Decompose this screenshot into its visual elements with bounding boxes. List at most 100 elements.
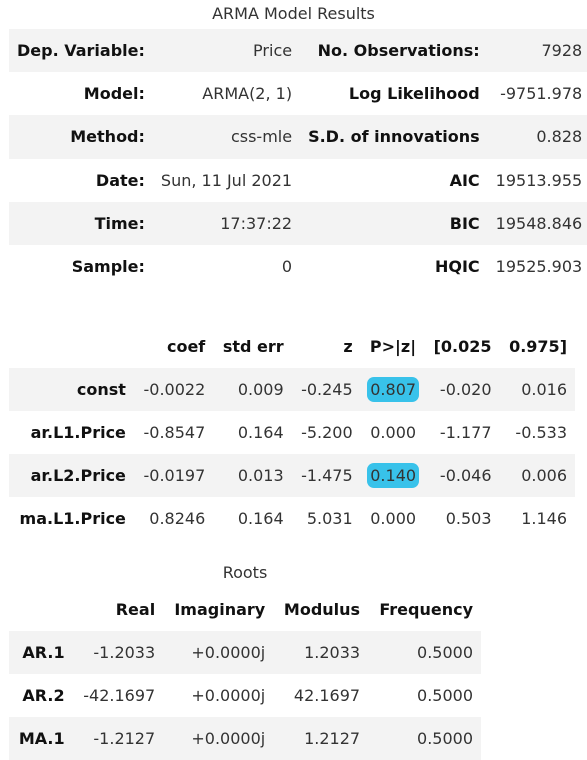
summary-value: 19525.903 xyxy=(495,257,583,277)
summary-value: css-mle xyxy=(152,115,301,159)
summary-label: Dep. Variable: xyxy=(9,29,153,73)
summary-label: BIC xyxy=(300,201,488,245)
summary-value: Price xyxy=(152,29,301,73)
cell: 0.164 xyxy=(237,423,284,442)
cell: -0.8547 xyxy=(143,423,206,442)
column-header: z xyxy=(343,337,353,356)
highlighted-p-value: 0.807 xyxy=(367,377,420,402)
table-row: Dep. Variable: Price No. Observations: 7… xyxy=(9,29,587,73)
column-header: Modulus xyxy=(283,600,361,619)
table-row: Date: Sun, 11 Jul 2021 AIC 19513.955 xyxy=(9,159,587,202)
cell: 1.146 xyxy=(521,509,567,528)
cell: -0.245 xyxy=(291,368,361,411)
summary-value: 7928 xyxy=(487,29,587,73)
summary-value: 0.828 xyxy=(487,115,587,159)
summary-value: -9751.978 xyxy=(500,84,583,104)
cell: -1.2033 xyxy=(72,631,164,674)
row-label: AR.1 xyxy=(9,631,73,674)
summary-label: S.D. of innovations xyxy=(300,115,488,159)
summary-label: AIC xyxy=(449,170,480,190)
table-row: ar.L2.Price -0.0197 0.013 -1.475 0.140 -… xyxy=(9,454,575,497)
summary-value: 0 xyxy=(281,257,293,277)
cell: -0.0022 xyxy=(133,368,214,411)
column-header: Imaginary xyxy=(174,600,266,619)
summary-label: Log Likelihood xyxy=(348,84,480,104)
cell: 0.503 xyxy=(445,509,492,528)
coefficient-table: coef std err z P>|z| [0.025 0.975] const… xyxy=(9,325,575,540)
cell: 0.807 xyxy=(360,368,425,411)
cell: +0.0000j xyxy=(163,631,274,674)
cell: 0.5000 xyxy=(417,686,473,705)
summary-value: 17:37:22 xyxy=(152,201,301,245)
cell: 0.000 xyxy=(370,509,417,528)
cell: 0.016 xyxy=(499,368,575,411)
roots-caption: Roots xyxy=(222,563,268,582)
column-header: 0.975] xyxy=(509,337,567,356)
summary-caption: ARMA Model Results xyxy=(212,4,375,23)
column-header xyxy=(9,325,134,368)
table-row: AR.2 -42.1697 +0.0000j 42.1697 0.5000 xyxy=(9,674,481,717)
cell: -1.177 xyxy=(439,423,492,442)
column-header: Real xyxy=(115,600,156,619)
table-row: Model: ARMA(2, 1) Log Likelihood -9751.9… xyxy=(9,72,587,115)
cell: 0.006 xyxy=(499,454,575,497)
row-label: ma.L1.Price xyxy=(19,509,126,528)
cell: +0.0000j xyxy=(163,717,274,760)
table-row: ma.L1.Price 0.8246 0.164 5.031 0.000 0.5… xyxy=(9,497,575,540)
table-row: Sample: 0 HQIC 19525.903 xyxy=(9,245,587,288)
cell: -0.533 xyxy=(515,423,567,442)
cell: 1.2033 xyxy=(273,631,369,674)
cell: 0.013 xyxy=(213,454,292,497)
cell: -42.1697 xyxy=(83,686,156,705)
summary-label: Time: xyxy=(9,201,153,245)
summary-label: Method: xyxy=(9,115,153,159)
cell: +0.0000j xyxy=(191,686,266,705)
summary-label: Sample: xyxy=(71,257,145,277)
cell: 5.031 xyxy=(306,509,353,528)
column-header: [0.025 xyxy=(433,337,492,356)
row-label: ar.L1.Price xyxy=(30,423,126,442)
cell: 0.8246 xyxy=(149,509,206,528)
column-header xyxy=(9,588,73,631)
summary-table: Dep. Variable: Price No. Observations: 7… xyxy=(9,29,587,288)
summary-value: Sun, 11 Jul 2021 xyxy=(160,170,293,190)
summary-value: ARMA(2, 1) xyxy=(202,84,293,104)
summary-label: Model: xyxy=(83,84,145,104)
row-label: MA.1 xyxy=(9,717,73,760)
table-row: MA.1 -1.2127 +0.0000j 1.2127 0.5000 xyxy=(9,717,481,760)
column-header: P>|z| xyxy=(369,337,417,356)
column-header: coef xyxy=(166,337,206,356)
column-header: std err xyxy=(222,337,284,356)
cell: 1.2127 xyxy=(273,717,369,760)
summary-label: Date: xyxy=(95,170,145,190)
highlighted-p-value: 0.140 xyxy=(367,463,420,488)
cell: -1.475 xyxy=(291,454,361,497)
table-row: ar.L1.Price -0.8547 0.164 -5.200 0.000 -… xyxy=(9,411,575,454)
table-row: const -0.0022 0.009 -0.245 0.807 -0.020 … xyxy=(9,368,575,411)
cell: 0.000 xyxy=(370,423,417,442)
cell: 0.140 xyxy=(360,454,425,497)
roots-table: Real Imaginary Modulus Frequency AR.1 -1… xyxy=(9,588,481,760)
row-label: ar.L2.Price xyxy=(9,454,134,497)
summary-value: 19513.955 xyxy=(495,170,583,190)
table-header-row: Real Imaginary Modulus Frequency xyxy=(9,588,481,631)
table-header-row: coef std err z P>|z| [0.025 0.975] xyxy=(9,325,575,368)
table-row: Method: css-mle S.D. of innovations 0.82… xyxy=(9,115,587,159)
cell: -0.0197 xyxy=(133,454,214,497)
column-header: Frequency xyxy=(379,600,473,619)
cell: -1.2127 xyxy=(72,717,164,760)
table-row: Time: 17:37:22 BIC 19548.846 xyxy=(9,201,587,245)
cell: -0.046 xyxy=(424,454,500,497)
summary-value: 19548.846 xyxy=(487,201,587,245)
cell: -0.020 xyxy=(424,368,500,411)
cell: 0.009 xyxy=(213,368,292,411)
summary-label: No. Observations: xyxy=(300,29,488,73)
cell: 0.5000 xyxy=(368,717,481,760)
cell: -5.200 xyxy=(301,423,353,442)
row-label: const xyxy=(9,368,134,411)
row-label: AR.2 xyxy=(22,686,65,705)
cell: 0.5000 xyxy=(368,631,481,674)
summary-label: HQIC xyxy=(434,257,480,277)
cell: 42.1697 xyxy=(293,686,361,705)
cell: 0.164 xyxy=(237,509,284,528)
